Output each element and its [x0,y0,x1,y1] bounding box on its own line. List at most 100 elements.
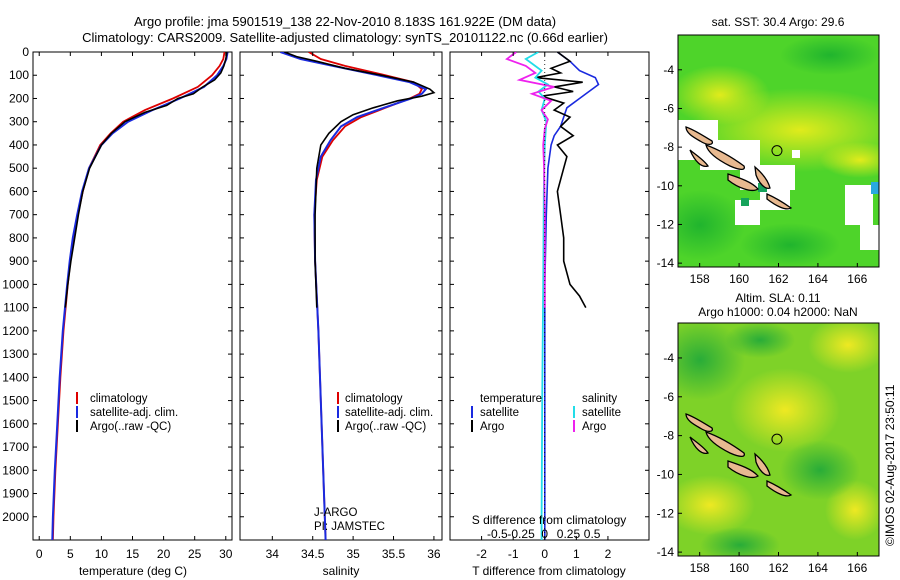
depth-tick-label: 600 [9,184,29,198]
sla-islands [685,413,793,497]
x-tick-label: 0 [36,547,43,561]
legend-label-s-satellite: satellite [582,407,621,419]
float-program-label: J-ARGO [314,507,358,519]
sla-high-center [730,368,840,452]
lat-tick-label: -8 [663,429,674,443]
island-choiseul [685,413,714,433]
lat-tick-label: -14 [657,545,675,559]
salinity-plot-frame [239,51,443,541]
cloud-cell [792,150,800,158]
series-line-argo-raw-qc [284,52,436,308]
lat-tick-label: -8 [663,140,674,154]
lat-tick-label: -4 [663,63,674,77]
legend-label-t-argo: Argo [480,421,504,433]
figure-title-line1: Argo profile: jma 5901519_138 22-Nov-201… [134,14,556,29]
depth-tick-label: 1700 [2,440,29,454]
lon-tick-label: 162 [768,272,788,286]
sst-float-position-marker [771,145,783,157]
float-pi-label: PI: JAMSTEC [314,521,385,533]
temperature-legend: climatology satellite-adj. clim. Argo(..… [76,392,178,433]
lon-tick-label: 160 [729,561,749,575]
sla-low-southwest [700,527,780,556]
difference-x-ticks: -2 -1 0 1 2 -0.5 -0.25 0 0.25 0.5 [476,52,612,561]
island-santa-isabel [705,143,745,171]
depth-tick-label: 100 [9,68,29,82]
lon-tick-label: 160 [729,272,749,286]
sst-map-title: sat. SST: 30.4 Argo: 29.6 [712,15,845,29]
legend-label-argo: Argo(..raw -QC) [345,421,426,433]
lat-tick-label: -4 [663,351,674,365]
lon-tick-label: 166 [847,561,867,575]
depth-tick-label: 1300 [2,347,29,361]
temperature-axis-label: temperature (deg C) [79,564,187,578]
salinity-series-layer [280,52,436,540]
s-tick-label: -0.5 [487,527,508,541]
depth-tick-label: 1000 [2,277,29,291]
depth-tick-label: 2000 [2,510,29,524]
depth-tick-label: 1800 [2,463,29,477]
lat-tick-label: -6 [663,390,674,404]
lon-tick-label: 158 [690,272,710,286]
sst-cool-patch [678,190,745,260]
sst-map-ticks: 158 160 162 164 166 -4 -6 -8 -10 -12 -14 [657,63,868,286]
sla-map-title-line2: Argo h1000: 0.04 h2000: NaN [698,305,857,319]
depth-tick-label: 700 [9,208,29,222]
island-new-georgia [689,149,710,168]
series-line-t-argo [535,52,587,308]
x-tick-label: 10 [95,547,109,561]
legend-label-satellite: satellite-adj. clim. [345,407,433,419]
island-new-georgia [689,436,710,455]
lon-tick-label: 162 [768,561,788,575]
s-tick-label: -0.25 [507,527,535,541]
x-tick-label: 5 [67,547,74,561]
s-tick-label: 0.25 [557,527,581,541]
depth-tick-label: 200 [9,91,29,105]
depth-tick-label: 1200 [2,324,29,338]
lat-tick-label: -14 [657,256,675,270]
series-line-satellite-adj-clim [280,52,428,540]
sst-warm-patch-east [820,142,879,178]
depth-axis-ticks: 0 100 200 300 400 500 600 700 800 900 1000 1100 1200… [2,45,649,524]
depth-tick-label: 1500 [2,394,29,408]
sst-cool-patch-north [780,35,879,75]
sla-map [678,323,879,556]
salinity-x-ticks: 34 34.5 35 35.5 36 [266,52,441,561]
legend-label-climatology: climatology [90,393,148,405]
lon-tick-label: 158 [690,561,710,575]
depth-tick-label: 800 [9,231,29,245]
legend-label-satellite: satellite-adj. clim. [90,407,178,419]
sst-cool-pixel [758,183,767,192]
series-line-argo-raw-qc [64,52,228,308]
depth-tick-label: 0 [22,45,29,59]
cloud-cell [845,185,873,225]
x-tick-label: 30 [219,547,233,561]
temperature-series-layer [51,52,229,540]
salinity-axis-label: salinity [323,564,360,578]
x-tick-label: 0 [541,547,548,561]
island-malaita [754,452,771,476]
legend-label-s-argo: Argo [582,421,606,433]
sst-map [678,35,879,267]
legend-heading-salinity: salinity [582,393,617,405]
depth-tick-label: 400 [9,138,29,152]
series-line-s-satellite [524,52,550,540]
lat-tick-label: -6 [663,101,674,115]
t-difference-axis-label: T difference from climatology [472,564,626,578]
lat-tick-label: -12 [657,217,675,231]
island-guadalcanal [727,460,759,479]
s-tick-label: 0 [541,527,548,541]
imos-credit: ©IMOS 02-Aug-2017 23:50:11 [883,384,897,546]
sla-low-north [725,323,795,358]
depth-tick-label: 1600 [2,417,29,431]
sst-cool-pixel [741,198,749,206]
sst-cool-patch-south [740,223,840,267]
difference-legend: temperature satellite Argo salinity sate… [471,393,621,433]
x-tick-label: 15 [126,547,140,561]
depth-tick-label: 500 [9,161,29,175]
salinity-legend: climatology satellite-adj. clim. Argo(..… [314,392,433,533]
lat-tick-label: -10 [657,467,675,481]
depth-tick-label: 1400 [2,370,29,384]
sla-high-east [808,323,879,373]
x-tick-label: 25 [188,547,202,561]
